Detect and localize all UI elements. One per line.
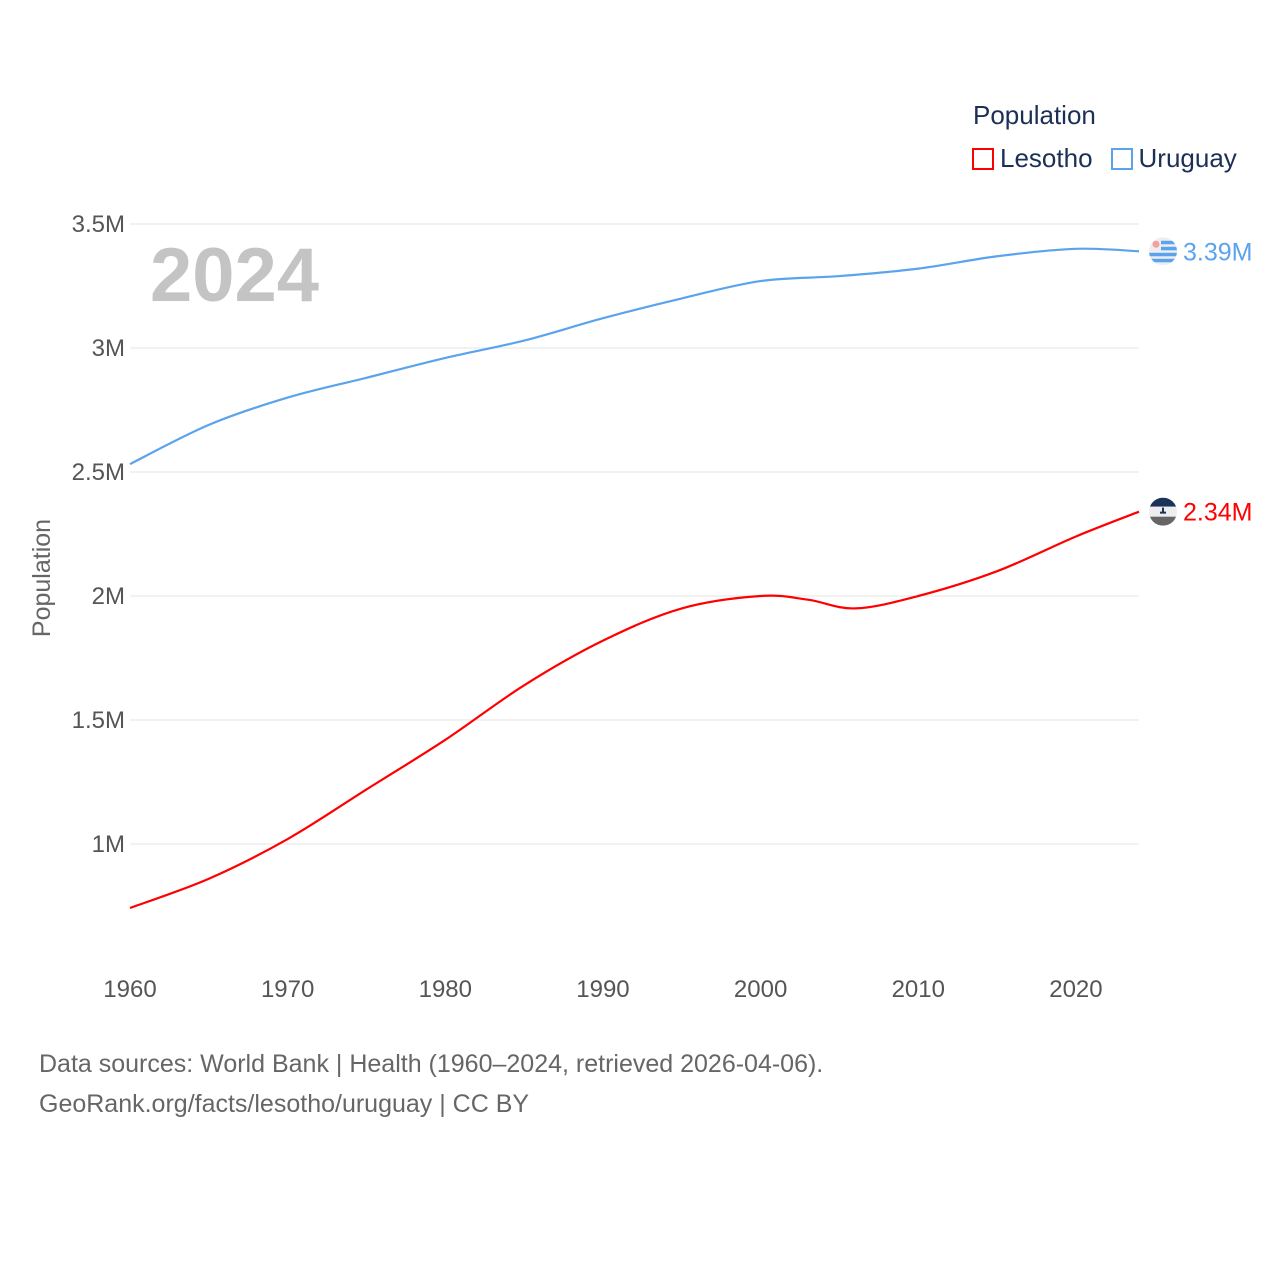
sun-emblem bbox=[1152, 240, 1160, 248]
flag-body bbox=[1149, 497, 1177, 526]
legend-label: Uruguay bbox=[1138, 143, 1237, 173]
flag-stripe bbox=[1149, 497, 1177, 507]
source-link[interactable]: GeoRank.org/facts/lesotho/uruguay | CC B… bbox=[39, 1090, 530, 1118]
series-line-uruguay bbox=[129, 247, 1140, 466]
legend-title: Population bbox=[973, 100, 1096, 130]
flag-stripe bbox=[1149, 252, 1177, 257]
end-value-label: 3.39M bbox=[1183, 238, 1252, 266]
y-tick-label: 2M bbox=[92, 583, 125, 610]
y-tick-label: 2.5M bbox=[72, 459, 125, 486]
lesotho-flag-icon bbox=[1149, 497, 1177, 526]
legend-item-uruguay[interactable]: Uruguay bbox=[1110, 143, 1237, 174]
x-tick-label: 1970 bbox=[261, 976, 314, 1003]
x-tick-label: 2010 bbox=[892, 976, 945, 1003]
y-tick-label: 3M bbox=[92, 335, 125, 362]
flag-stripe bbox=[1149, 258, 1177, 263]
series-line-lesotho bbox=[129, 510, 1140, 910]
y-tick-label: 1.5M bbox=[72, 707, 125, 734]
flag-body bbox=[1149, 237, 1177, 266]
year-watermark: 2024 bbox=[150, 233, 319, 318]
end-value-label: 2.34M bbox=[1183, 499, 1252, 527]
x-tick-label: 2000 bbox=[734, 976, 787, 1003]
y-axis-label: Population bbox=[28, 519, 56, 637]
legend-label: Lesotho bbox=[1000, 143, 1093, 173]
hat-emblem bbox=[1160, 507, 1166, 514]
x-tick-label: 1980 bbox=[419, 976, 472, 1003]
uruguay-flag-icon bbox=[1149, 237, 1177, 266]
x-tick-label: 1990 bbox=[576, 976, 629, 1003]
source-note: Data sources: World Bank | Health (1960–… bbox=[39, 1044, 823, 1124]
legend-swatch-uruguay bbox=[1110, 147, 1133, 170]
x-tick-label: 2020 bbox=[1049, 976, 1102, 1003]
legend-swatch-lesotho bbox=[972, 147, 994, 170]
source-line: Data sources: World Bank | Health (1960–… bbox=[39, 1050, 824, 1078]
flag-stripe bbox=[1161, 240, 1177, 245]
flag-stripe bbox=[1149, 516, 1177, 526]
flag-stripe bbox=[1161, 246, 1177, 251]
legend-item-lesotho[interactable]: Lesotho bbox=[972, 143, 1093, 174]
x-tick-label: 1960 bbox=[103, 976, 156, 1003]
legend: Lesotho Uruguay bbox=[972, 143, 1237, 174]
y-tick-label: 1M bbox=[92, 831, 125, 858]
y-tick-label: 3.5M bbox=[72, 211, 125, 238]
